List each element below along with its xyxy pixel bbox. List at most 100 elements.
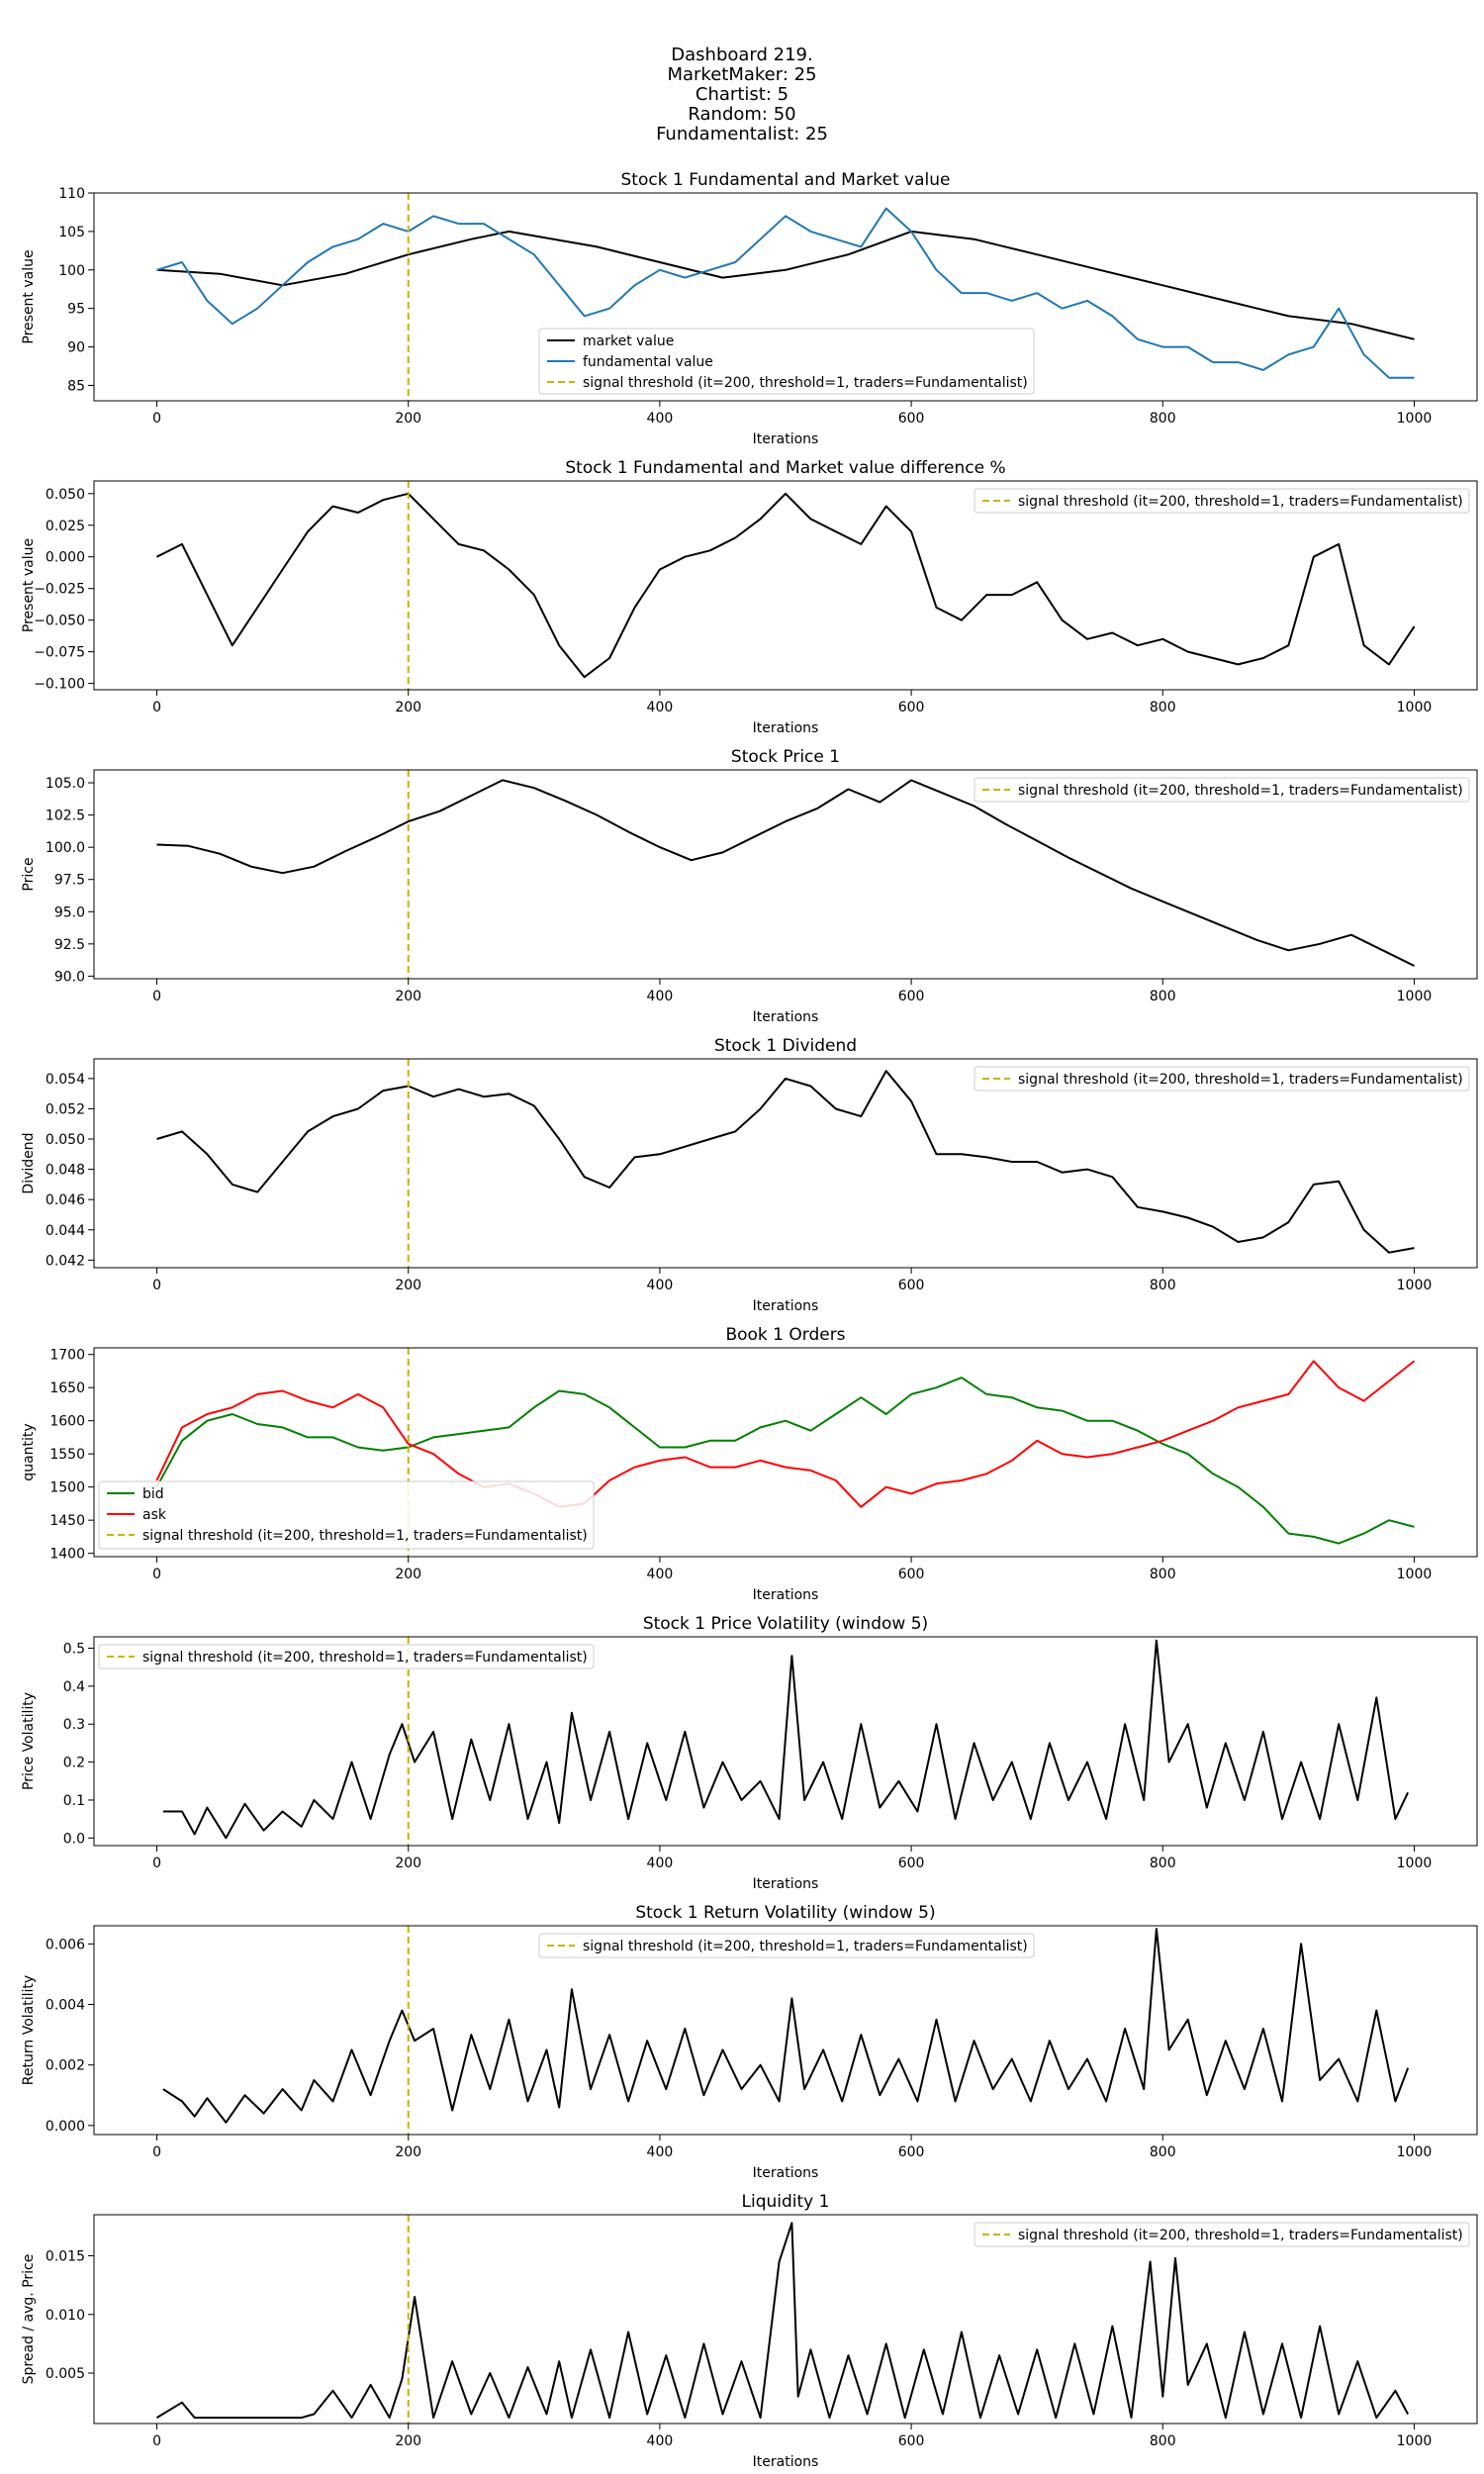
x-tick-label: 0 (152, 989, 161, 1004)
legend-entry: signal threshold (it=200, threshold=1, t… (1018, 1072, 1463, 1088)
legend: signal threshold (it=200, threshold=1, t… (974, 1066, 1470, 1092)
legend-entry: signal threshold (it=200, threshold=1, t… (583, 1939, 1028, 1954)
chart-panel-7: Stock 1 Return Volatility (window 5) 0 200… (21, 1903, 1478, 2181)
x-axis-label: Iterations (753, 2454, 819, 2470)
legend-box (974, 1066, 1470, 1092)
legend-entry: ask (142, 1507, 167, 1523)
y-tick-label: 0.052 (46, 1101, 85, 1117)
legend-entry: signal threshold (it=200, threshold=1, t… (1018, 783, 1463, 799)
legend-entry: signal threshold (it=200, threshold=1, t… (142, 1650, 588, 1665)
y-tick-label: 105 (58, 225, 85, 240)
y-tick-label: 0.4 (63, 1679, 85, 1695)
x-axis-label: Iterations (753, 1876, 819, 1892)
series-line-value (156, 492, 1416, 679)
y-tick-label: 90.0 (54, 969, 85, 985)
header-line-fundamentalist: Fundamentalist: 25 (656, 124, 828, 144)
x-tick-label: 400 (647, 411, 674, 427)
y-axis-label: Spread / avg. Price (21, 2254, 37, 2385)
y-tick-label: 90 (67, 340, 85, 356)
y-tick-label: 97.5 (54, 873, 85, 889)
x-tick-label: 400 (647, 2144, 674, 2160)
y-tick-label: 1450 (49, 1513, 85, 1529)
chart-title: Stock 1 Price Volatility (window 5) (643, 1614, 928, 1634)
x-tick-label: 600 (898, 1567, 925, 1582)
y-tick-label: −0.075 (34, 645, 85, 661)
x-axis-label: Iterations (753, 1009, 819, 1025)
x-tick-label: 0 (152, 2144, 161, 2160)
x-tick-label: 0 (152, 700, 161, 715)
y-tick-label: 95 (67, 302, 85, 318)
legend: signal threshold (it=200, threshold=1, t… (538, 1933, 1035, 1958)
x-tick-label: 600 (898, 989, 925, 1004)
legend-entry: fundamental value (583, 354, 713, 370)
y-tick-label: 0.015 (46, 2248, 85, 2264)
y-tick-label: 1400 (49, 1547, 85, 1563)
legend: signal threshold (it=200, threshold=1, t… (974, 488, 1470, 514)
plot-frame (93, 1058, 1478, 1269)
y-tick-label: 0.054 (46, 1072, 85, 1088)
y-tick-label: −0.050 (34, 614, 85, 629)
y-tick-label: 0.025 (46, 519, 85, 534)
y-axis-label: Present value (21, 249, 37, 343)
series-line-market-value (156, 230, 1415, 340)
x-tick-label: 200 (395, 700, 421, 715)
y-tick-label: 0.050 (46, 487, 85, 503)
x-tick-label: 400 (647, 1278, 674, 1293)
series-line-fundamental-value (156, 207, 1415, 379)
x-tick-label: 1000 (1397, 1567, 1433, 1582)
x-tick-label: 400 (647, 989, 674, 1004)
y-tick-label: 0.002 (46, 2058, 85, 2074)
legend-entry: bid (142, 1486, 164, 1502)
y-axis-label: quantity (21, 1423, 37, 1480)
chart-panel-5: Book 1 Orders 0 200 400 600 800 1000 1400 1450 15… (21, 1325, 1478, 1603)
y-tick-label: 0.010 (46, 2308, 85, 2324)
x-tick-label: 400 (647, 1856, 674, 1871)
legend-box (98, 1644, 595, 1669)
x-tick-label: 800 (1150, 1567, 1176, 1582)
y-tick-label: −0.025 (34, 582, 85, 598)
chart-panel-6: Stock 1 Price Volatility (window 5) 0 200 4… (21, 1614, 1478, 1892)
x-tick-label: 600 (898, 700, 925, 715)
y-tick-label: 0.2 (63, 1756, 85, 1771)
x-axis-label: Iterations (753, 720, 819, 736)
chart-title: Stock 1 Return Volatility (window 5) (635, 1903, 935, 1923)
plot-frame (93, 1347, 1478, 1558)
x-tick-label: 800 (1150, 2433, 1176, 2449)
x-tick-label: 0 (152, 411, 161, 427)
x-tick-label: 800 (1150, 2144, 1176, 2160)
x-tick-label: 600 (898, 2144, 925, 2160)
y-tick-label: 100.0 (46, 840, 85, 856)
y-tick-label: 0.044 (46, 1223, 85, 1239)
x-tick-label: 800 (1150, 989, 1176, 1004)
y-tick-label: 95.0 (54, 904, 85, 920)
legend: bid ask signal threshold (it=200, threshol… (98, 1480, 595, 1550)
y-tick-label: 0.050 (46, 1132, 85, 1148)
x-axis-label: Iterations (753, 1298, 819, 1314)
x-tick-label: 200 (395, 2144, 421, 2160)
legend-box (538, 328, 1035, 395)
y-tick-label: 92.5 (54, 937, 85, 953)
legend: signal threshold (it=200, threshold=1, t… (974, 777, 1470, 803)
x-tick-label: 200 (395, 1856, 421, 1871)
legend-box (974, 488, 1470, 514)
y-tick-label: 0.0 (63, 1831, 85, 1847)
legend: signal threshold (it=200, threshold=1, t… (974, 2222, 1470, 2247)
chart-panel-2: Stock 1 Fundamental and Market value dif… (21, 458, 1478, 736)
y-tick-label: −0.100 (34, 677, 85, 693)
chart-title: Liquidity 1 (742, 2192, 830, 2212)
chart-panel-1: Stock 1 Fundamental and Market value 0 200… (21, 170, 1478, 447)
x-tick-label: 800 (1150, 700, 1176, 715)
plot-frame (93, 192, 1478, 402)
legend-entry: signal threshold (it=200, threshold=1, t… (1018, 494, 1463, 510)
legend-entry: signal threshold (it=200, threshold=1, t… (142, 1528, 588, 1544)
x-axis-label: Iterations (753, 431, 819, 447)
y-tick-label: 85 (67, 378, 85, 394)
x-tick-label: 200 (395, 411, 421, 427)
y-tick-label: 0.042 (46, 1253, 85, 1269)
chart-title: Stock 1 Fundamental and Market value (621, 170, 951, 190)
x-tick-label: 0 (152, 1856, 161, 1871)
y-axis-label: Price Volatility (21, 1692, 37, 1790)
x-tick-label: 200 (395, 1567, 421, 1582)
chart-title: Stock Price 1 (731, 747, 840, 767)
